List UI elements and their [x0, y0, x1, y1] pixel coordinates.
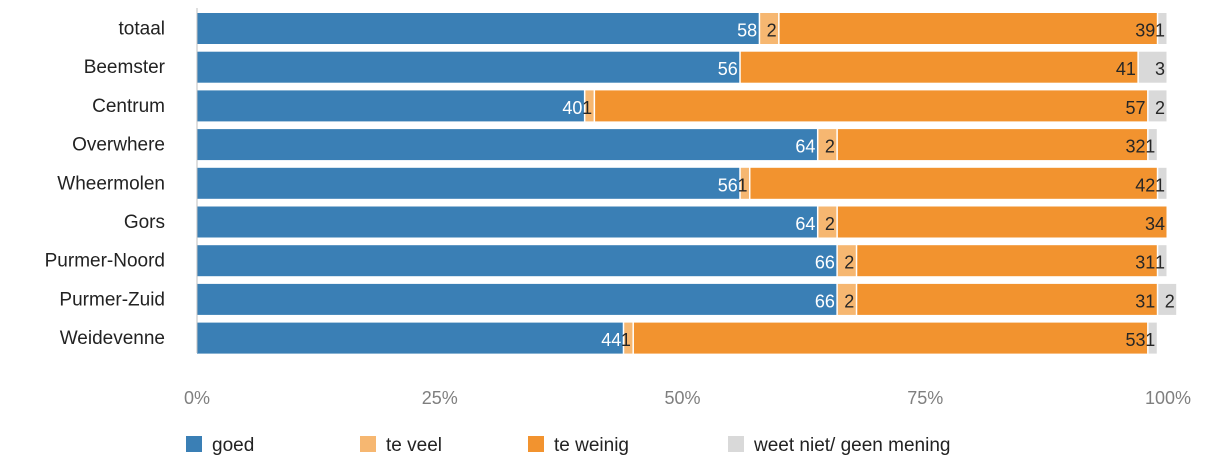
data-label: 64: [795, 137, 815, 157]
x-tick-label: 100%: [1145, 388, 1191, 408]
data-label: 2: [1155, 98, 1165, 118]
data-label: 31: [1135, 291, 1155, 311]
bar-segment: [1158, 13, 1167, 44]
category-label: Purmer-Noord: [45, 251, 165, 272]
data-label: 2: [844, 291, 854, 311]
data-label: 1: [1155, 175, 1165, 195]
bar-segment: [585, 90, 594, 122]
bar-segment: [624, 322, 633, 354]
data-label: 56: [718, 175, 738, 195]
data-label: 58: [737, 21, 757, 41]
bar-segment: [197, 51, 740, 83]
data-label: 1: [582, 98, 592, 118]
bar-segment: [1148, 322, 1157, 354]
bar-segment: [197, 283, 837, 315]
data-label: 64: [795, 214, 815, 234]
data-label: 3: [1155, 59, 1165, 79]
legend-swatch: [186, 436, 202, 452]
data-label: 2: [844, 253, 854, 273]
data-label: 31: [1135, 253, 1155, 273]
category-label: Centrum: [92, 96, 165, 117]
legend-label: goed: [212, 435, 254, 456]
category-label: totaal: [119, 19, 165, 40]
category-label: Wheermolen: [57, 173, 165, 194]
data-label: 1: [1145, 330, 1155, 350]
bar-segment: [1148, 129, 1157, 161]
data-label: 66: [815, 253, 835, 273]
bar-segment: [1158, 283, 1177, 315]
legend-label: weet niet/ geen mening: [753, 435, 950, 456]
data-label: 34: [1145, 214, 1165, 234]
bar-segment: [857, 283, 1157, 315]
bar-segment: [1158, 167, 1167, 199]
data-label: 2: [825, 214, 835, 234]
bar-segment: [633, 322, 1148, 354]
x-tick-label: 50%: [664, 388, 700, 408]
bar-segment: [1148, 90, 1167, 122]
legend-label: te weinig: [554, 435, 629, 456]
legend-swatch: [528, 436, 544, 452]
data-label: 56: [718, 59, 738, 79]
x-tick-label: 0%: [184, 388, 210, 408]
x-tick-label: 75%: [907, 388, 943, 408]
x-tick-label: 25%: [422, 388, 458, 408]
data-label: 66: [815, 291, 835, 311]
category-label: Beemster: [84, 57, 166, 78]
legend-swatch: [728, 436, 744, 452]
bar-segment: [857, 245, 1157, 277]
category-label: Gors: [124, 212, 165, 233]
bar-segment: [837, 283, 856, 315]
bar-segment: [1138, 51, 1167, 83]
data-label: 1: [1155, 21, 1165, 41]
legend-label: te veel: [386, 435, 442, 456]
bar-segment: [1158, 245, 1167, 277]
bar-segment: [197, 206, 817, 238]
data-label: 53: [1126, 330, 1146, 350]
data-label: 57: [1126, 98, 1146, 118]
data-label: 41: [1116, 59, 1136, 79]
bar-segment: [818, 206, 837, 238]
bar-segment: [818, 129, 837, 161]
bar-segment: [837, 129, 1148, 161]
bar-segment: [740, 167, 749, 199]
data-label: 1: [737, 175, 747, 195]
category-label: Overwhere: [72, 135, 165, 156]
data-label: 1: [1155, 253, 1165, 273]
category-label: Weidevenne: [60, 328, 165, 349]
data-label: 42: [1135, 175, 1155, 195]
bar-segment: [837, 245, 856, 277]
bar-segment: [595, 90, 1148, 122]
data-label: 40: [562, 98, 582, 118]
data-label: 1: [621, 330, 631, 350]
bar-segment: [779, 13, 1157, 44]
data-label: 2: [1165, 291, 1175, 311]
bar-segment: [197, 167, 740, 199]
bar-segment: [197, 13, 759, 44]
bar-segment: [837, 206, 1167, 238]
data-label: 44: [601, 330, 621, 350]
data-label: 2: [825, 137, 835, 157]
bar-segment: [740, 51, 1138, 83]
bar-segment: [197, 245, 837, 277]
category-label: Purmer-Zuid: [59, 289, 165, 310]
data-label: 32: [1126, 137, 1146, 157]
bar-segment: [750, 167, 1157, 199]
bar-segment: [197, 322, 623, 354]
bar-segment: [197, 129, 817, 161]
data-label: 2: [767, 21, 777, 41]
legend-swatch: [360, 436, 376, 452]
bar-segment: [760, 13, 779, 44]
data-label: 1: [1145, 137, 1155, 157]
data-label: 39: [1135, 21, 1155, 41]
bar-segment: [197, 90, 584, 122]
